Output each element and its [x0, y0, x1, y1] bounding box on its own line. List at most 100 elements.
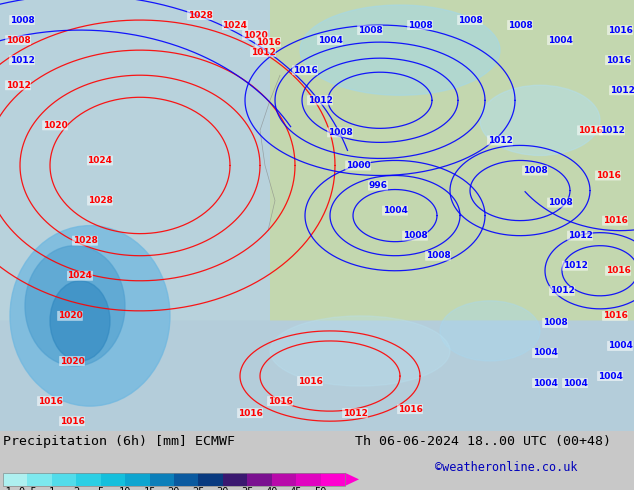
- Text: 1012: 1012: [250, 48, 275, 57]
- Bar: [321, 473, 345, 486]
- Text: 1028: 1028: [188, 11, 212, 20]
- Bar: [272, 473, 296, 486]
- Text: 1020: 1020: [243, 30, 268, 40]
- Text: 1016: 1016: [605, 56, 630, 65]
- Text: 1008: 1008: [548, 198, 573, 207]
- Text: 1028: 1028: [72, 236, 98, 245]
- Text: ©weatheronline.co.uk: ©weatheronline.co.uk: [435, 461, 578, 474]
- FancyBboxPatch shape: [0, 0, 280, 431]
- Bar: [150, 473, 174, 486]
- Text: 1012: 1012: [342, 409, 368, 417]
- Text: 1024: 1024: [67, 271, 93, 280]
- Text: 1012: 1012: [307, 96, 332, 105]
- Text: 1012: 1012: [488, 136, 512, 145]
- Bar: [174, 473, 198, 486]
- Text: 1016: 1016: [607, 25, 633, 35]
- Text: 1016: 1016: [60, 416, 84, 426]
- Text: 1012: 1012: [10, 56, 34, 65]
- Text: 1008: 1008: [328, 128, 353, 137]
- Text: 1008: 1008: [10, 16, 34, 24]
- Text: 1: 1: [49, 487, 55, 490]
- Text: 1016: 1016: [602, 216, 628, 225]
- Text: 10: 10: [119, 487, 131, 490]
- Text: 1008: 1008: [543, 318, 567, 327]
- Bar: [125, 473, 150, 486]
- Text: 1004: 1004: [548, 36, 573, 45]
- Bar: [76, 473, 101, 486]
- Text: 2: 2: [73, 487, 79, 490]
- Ellipse shape: [25, 245, 125, 366]
- Text: 1008: 1008: [408, 21, 432, 29]
- Text: 50: 50: [314, 487, 327, 490]
- Ellipse shape: [480, 85, 600, 155]
- Text: 0.1: 0.1: [0, 487, 13, 490]
- Bar: [198, 473, 223, 486]
- Text: 1004: 1004: [533, 348, 557, 358]
- Text: 15: 15: [143, 487, 156, 490]
- Text: 1004: 1004: [607, 342, 633, 350]
- Text: 1004: 1004: [598, 371, 623, 381]
- Text: 20: 20: [168, 487, 180, 490]
- Text: 30: 30: [217, 487, 229, 490]
- Bar: [27, 473, 52, 486]
- Text: 1024: 1024: [223, 21, 247, 29]
- Ellipse shape: [10, 225, 170, 406]
- Text: 35: 35: [241, 487, 254, 490]
- Text: 1008: 1008: [403, 231, 427, 240]
- Text: 1016: 1016: [256, 38, 280, 47]
- Text: 1012: 1012: [6, 81, 30, 90]
- Text: 45: 45: [290, 487, 302, 490]
- Text: 1016: 1016: [292, 66, 318, 74]
- Text: 1008: 1008: [6, 36, 30, 45]
- Text: 1020: 1020: [60, 357, 84, 366]
- Ellipse shape: [50, 281, 110, 361]
- Bar: [296, 473, 321, 486]
- Text: 5: 5: [98, 487, 104, 490]
- Text: 1004: 1004: [318, 36, 342, 45]
- Bar: [52, 473, 76, 486]
- Text: 1024: 1024: [87, 156, 112, 165]
- Polygon shape: [345, 473, 359, 486]
- Ellipse shape: [440, 301, 540, 361]
- Bar: [3, 473, 27, 486]
- Text: 25: 25: [192, 487, 205, 490]
- Text: 1004: 1004: [533, 379, 557, 388]
- Text: 1012: 1012: [567, 231, 592, 240]
- Text: 1012: 1012: [550, 286, 574, 295]
- Bar: [3, 473, 345, 486]
- Text: 1012: 1012: [609, 86, 634, 95]
- Text: 1016: 1016: [398, 405, 422, 414]
- Text: 1016: 1016: [238, 409, 262, 417]
- Text: 1000: 1000: [346, 161, 370, 170]
- Text: 1016: 1016: [605, 266, 630, 275]
- Text: 1020: 1020: [58, 311, 82, 320]
- Text: 1016: 1016: [595, 171, 621, 180]
- Text: 1008: 1008: [458, 16, 482, 24]
- Text: Precipitation (6h) [mm] ECMWF: Precipitation (6h) [mm] ECMWF: [3, 435, 235, 448]
- Text: 1016: 1016: [268, 396, 292, 406]
- Text: 1016: 1016: [297, 376, 323, 386]
- Text: 1004: 1004: [382, 206, 408, 215]
- Text: 1012: 1012: [600, 126, 624, 135]
- Bar: [101, 473, 125, 486]
- Bar: [247, 473, 272, 486]
- Text: 1004: 1004: [562, 379, 588, 388]
- FancyBboxPatch shape: [0, 0, 634, 130]
- Text: 1020: 1020: [42, 121, 67, 130]
- Ellipse shape: [270, 316, 450, 386]
- Text: 1008: 1008: [425, 251, 450, 260]
- FancyBboxPatch shape: [260, 30, 634, 381]
- Text: 996: 996: [368, 181, 387, 190]
- Text: 0.5: 0.5: [18, 487, 37, 490]
- Text: 40: 40: [266, 487, 278, 490]
- Bar: [223, 473, 247, 486]
- Text: 1016: 1016: [578, 126, 602, 135]
- Text: 1008: 1008: [358, 25, 382, 35]
- Text: 1016: 1016: [37, 396, 62, 406]
- Text: 1008: 1008: [522, 166, 547, 175]
- Text: Th 06-06-2024 18..00 UTC (00+48): Th 06-06-2024 18..00 UTC (00+48): [355, 435, 611, 448]
- Text: 1016: 1016: [602, 311, 628, 320]
- Text: 1012: 1012: [562, 261, 588, 270]
- Text: 1028: 1028: [87, 196, 112, 205]
- Text: 1008: 1008: [508, 21, 533, 29]
